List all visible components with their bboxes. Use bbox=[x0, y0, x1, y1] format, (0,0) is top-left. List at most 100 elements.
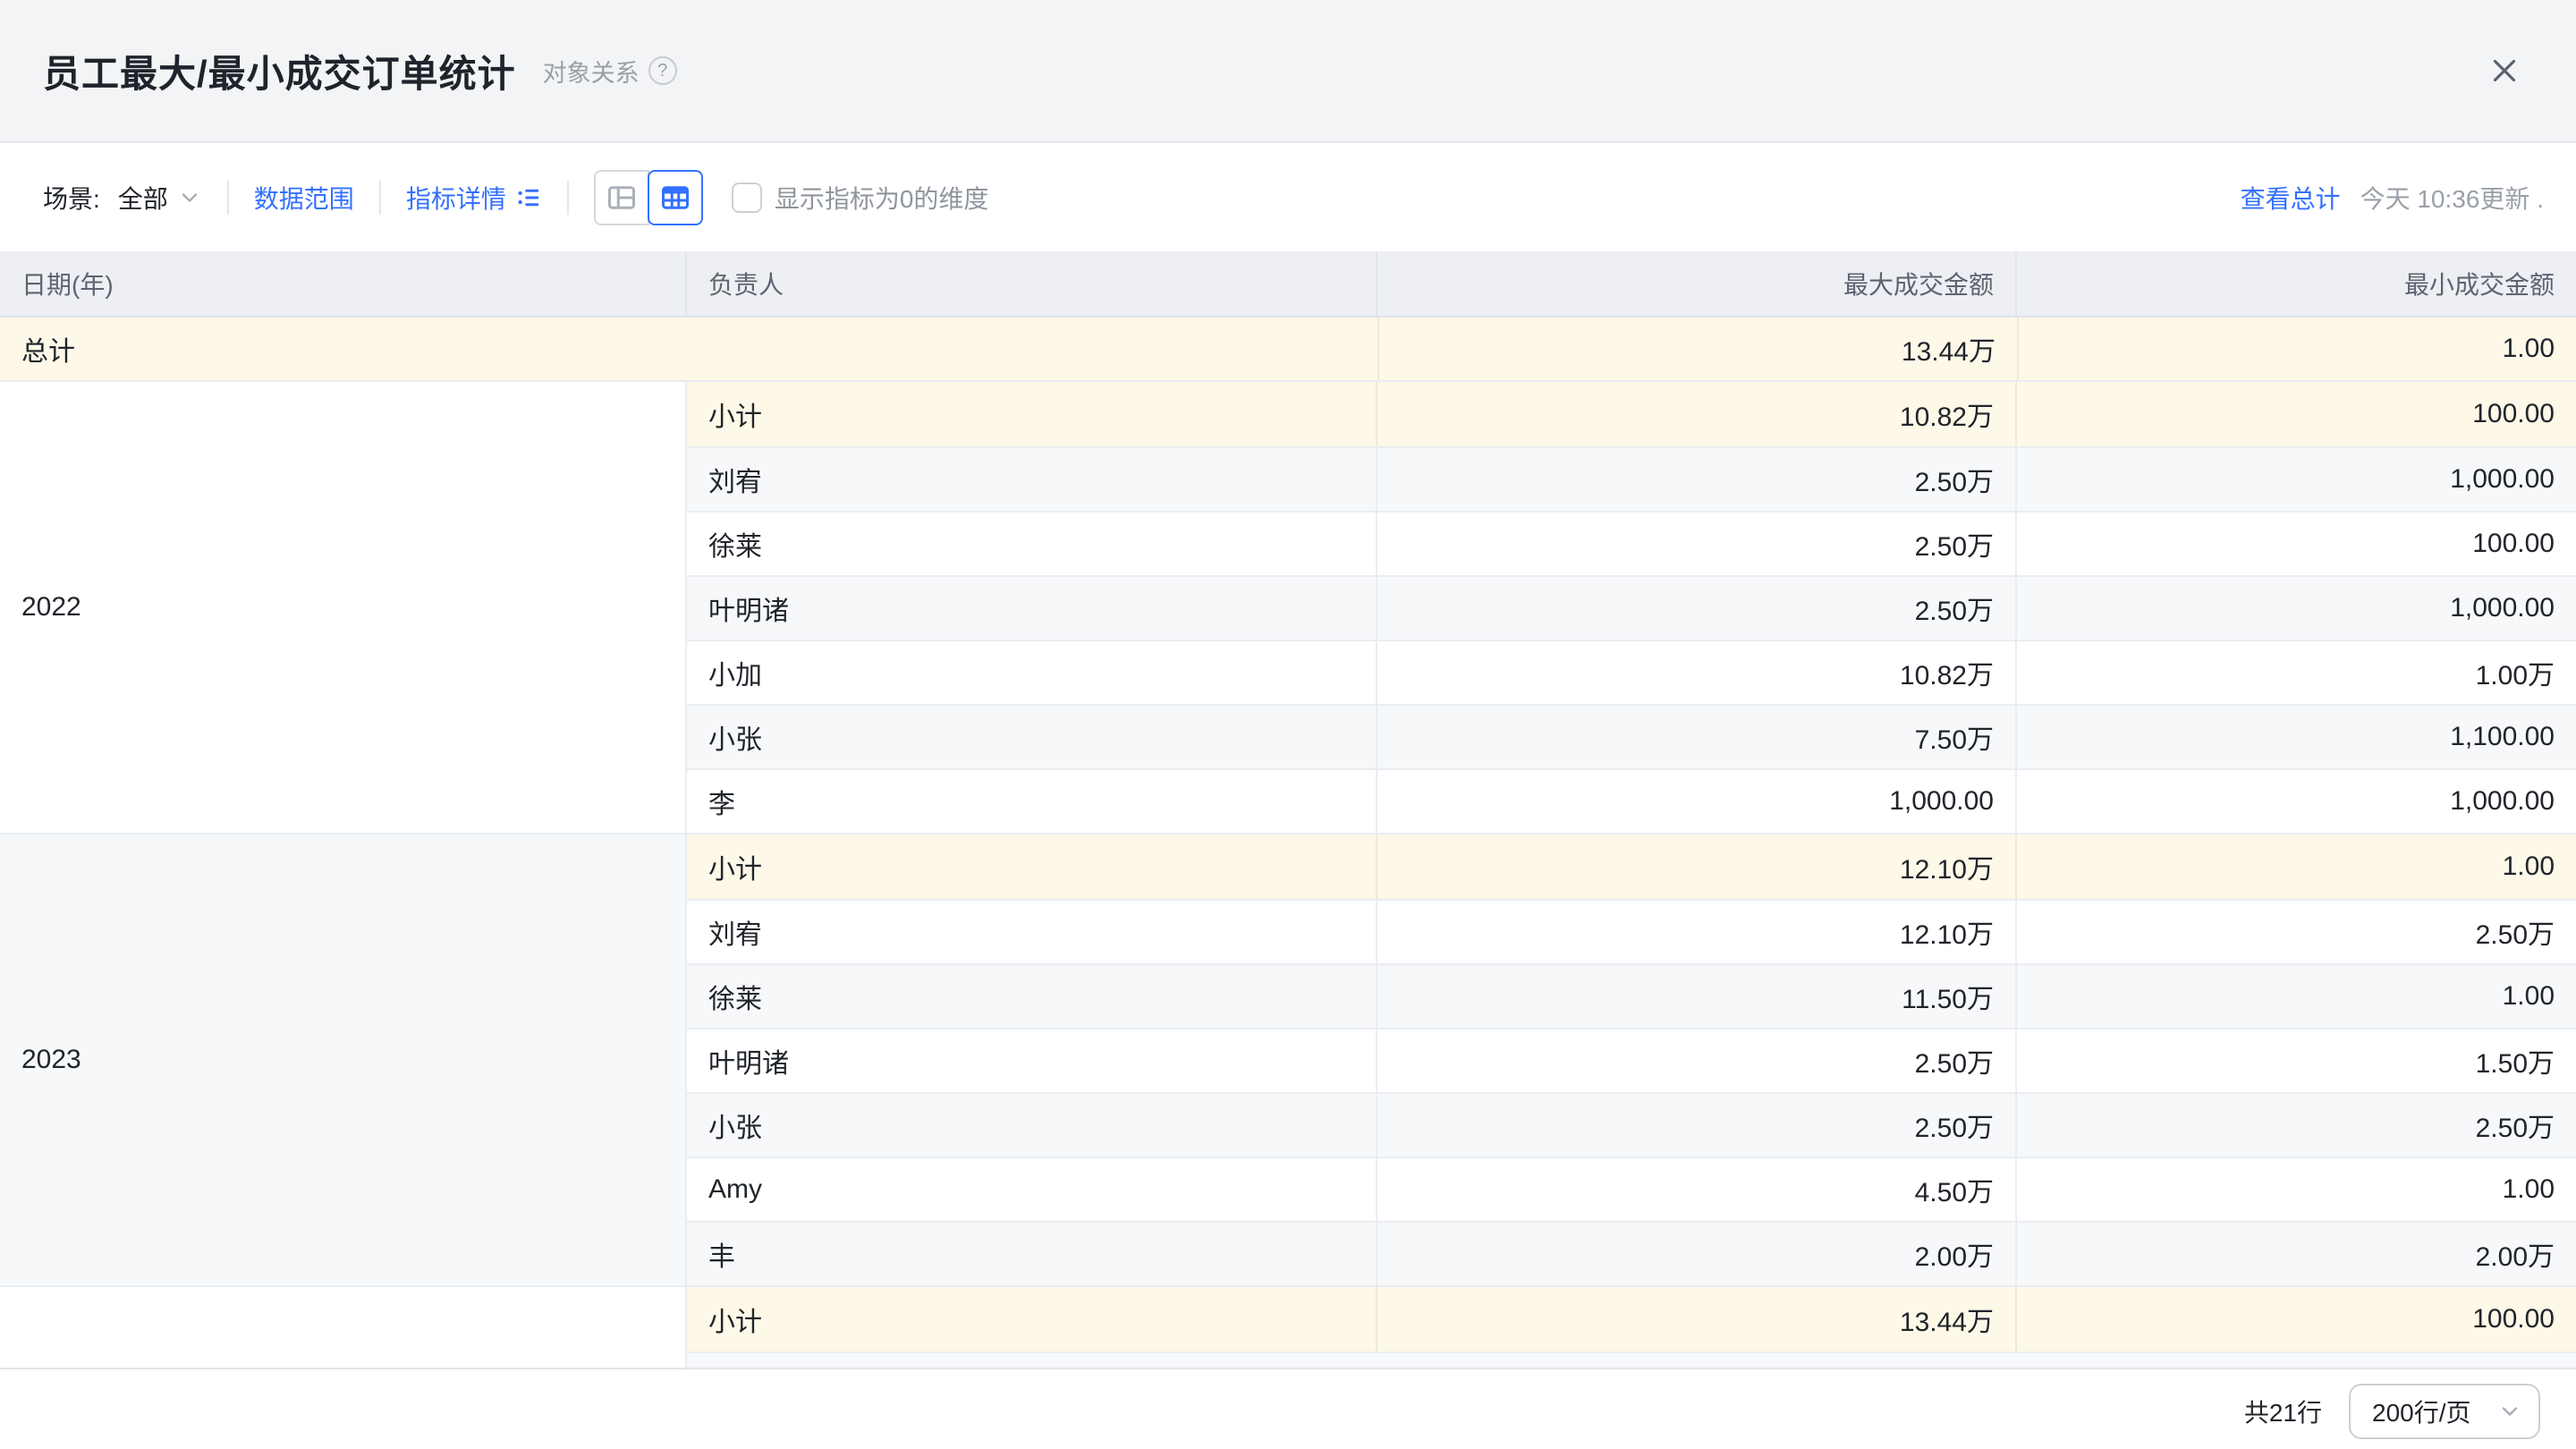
cell-min-amount: 2.50万 bbox=[2015, 901, 2576, 963]
row-count: 共21行 bbox=[2243, 1398, 2322, 1427]
table-row[interactable]: 刘宥 2.50万 1,000.00 bbox=[687, 446, 2576, 511]
table-row[interactable]: 刘宥 12.10万 2.50万 bbox=[687, 899, 2576, 963]
subtotal-row[interactable]: 小计 12.10万 1.00 bbox=[687, 835, 2576, 899]
show-zero-checkbox[interactable] bbox=[731, 182, 762, 213]
table-row[interactable]: 徐莱 2.50万 100.00 bbox=[687, 511, 2576, 575]
cell-min-amount: 1.00万 bbox=[2015, 641, 2576, 704]
cell-owner: 小张 bbox=[708, 725, 762, 755]
close-icon[interactable] bbox=[2483, 49, 2526, 92]
grand-total-row[interactable]: 总计 13.44万 1.00 bbox=[0, 318, 2576, 382]
toolbar-divider bbox=[378, 180, 381, 215]
year-group: 2023 小计 12.10万 1.00 刘宥 12.10万 2.50万 徐莱 11.50万 1.0… bbox=[0, 835, 2576, 1287]
show-zero-label: 显示指标为0的维度 bbox=[774, 184, 989, 213]
cell-min-amount: 1.50万 bbox=[2015, 1030, 2576, 1092]
table-row[interactable]: 小张 2.50万 2.50万 bbox=[687, 1092, 2576, 1157]
table-groups: 2022 小计 10.82万 100.00 刘宥 2.50万 1,000.00 徐莱 2.50万… bbox=[0, 382, 2576, 1368]
cell-min-amount: 100.00 bbox=[2015, 382, 2576, 446]
cell-min-amount: 1,000.00 bbox=[2015, 770, 2576, 833]
year-cell bbox=[0, 1287, 687, 1368]
column-header-min: 最小成交金额 bbox=[2403, 271, 2555, 299]
subtotal-row[interactable]: 小计 10.82万 100.00 bbox=[687, 382, 2576, 446]
metric-detail-label: 指标详情 bbox=[405, 184, 506, 213]
cell-min-amount: 1.00 bbox=[2015, 965, 2576, 1028]
table-row[interactable]: 小张 7.50万 1,100.00 bbox=[687, 704, 2576, 768]
cell-min-amount: 100.00 bbox=[2015, 513, 2576, 575]
year-cell: 2022 bbox=[0, 382, 687, 833]
column-header-owner: 负责人 bbox=[687, 251, 1377, 316]
subtotal-row[interactable]: 小计 13.44万 100.00 bbox=[687, 1287, 2576, 1352]
updated-text: 今天 10:36更新 . bbox=[2360, 184, 2544, 213]
list-icon bbox=[515, 184, 542, 211]
toolbar: 场景: 全部 数据范围 指标详情 bbox=[0, 143, 2576, 251]
cell-min-amount: 1,100.00 bbox=[2015, 706, 2576, 768]
year-label: 2022 bbox=[21, 592, 81, 622]
view-total-link[interactable]: 查看总计 bbox=[2240, 184, 2341, 213]
relation-wrap: 对象关系 ? bbox=[543, 54, 677, 89]
year-label: 2023 bbox=[21, 1045, 81, 1074]
cell-owner: 刘宥 bbox=[708, 468, 762, 497]
table-row[interactable]: Amy 4.50万 1.00 bbox=[687, 1157, 2576, 1221]
chevron-down-icon bbox=[2497, 1399, 2522, 1424]
cell-max-amount: 7.50万 bbox=[1376, 706, 2015, 768]
table-row[interactable]: 徐莱 11.50万 1.00 bbox=[687, 963, 2576, 1028]
data-range-button[interactable]: 数据范围 bbox=[253, 184, 354, 213]
grand-total-min: 1.00 bbox=[2017, 318, 2576, 380]
grand-total-max: 13.44万 bbox=[1377, 318, 2017, 380]
view-toggle-group bbox=[593, 169, 703, 225]
cell-max-amount: 2.50万 bbox=[1376, 1030, 2015, 1092]
cell-min-amount: 1,000.00 bbox=[2015, 448, 2576, 511]
scene-select[interactable]: 全部 bbox=[117, 184, 168, 213]
table-header: 日期(年) 负责人 最大成交金额 最小成交金额 bbox=[0, 251, 2576, 318]
table-row[interactable]: 小加 10.82万 1.00万 bbox=[687, 640, 2576, 704]
page-size-dropdown[interactable]: 200行/页 bbox=[2349, 1383, 2540, 1439]
toolbar-divider bbox=[566, 180, 569, 215]
cell-owner: Amy bbox=[708, 1174, 762, 1204]
cell-owner: 刘宥 bbox=[708, 920, 762, 950]
cell-max-amount: 2.50万 bbox=[1376, 448, 2015, 511]
year-group: 2022 小计 10.82万 100.00 刘宥 2.50万 1,000.00 徐莱 2.50万… bbox=[0, 382, 2576, 835]
cell-min-amount: 1.00 bbox=[2015, 835, 2576, 899]
cell-max-amount: 12.10万 bbox=[1376, 835, 2015, 899]
table-row[interactable]: 丰 2.00万 2.00万 bbox=[687, 1221, 2576, 1285]
metric-detail-button[interactable]: 指标详情 bbox=[406, 180, 542, 216]
cell-owner: 徐莱 bbox=[708, 985, 762, 1014]
cell-owner: 叶明诸 bbox=[708, 1049, 789, 1079]
cell-max-amount: 11.50万 bbox=[1376, 965, 2015, 1028]
cell-owner: 小加 bbox=[708, 661, 762, 691]
cell-max-amount: 2.50万 bbox=[1376, 577, 2015, 640]
table-row[interactable]: 叶明诸 2.50万 1.50万 bbox=[687, 1028, 2576, 1092]
cell-subtotal-label: 小计 bbox=[708, 402, 762, 432]
scene-label: 场景: bbox=[43, 184, 100, 213]
cell-owner: 徐莱 bbox=[708, 532, 762, 562]
help-icon[interactable]: ? bbox=[648, 56, 677, 85]
column-header-max: 最大成交金额 bbox=[1377, 251, 2017, 316]
page-size-value: 200行/页 bbox=[2372, 1398, 2471, 1427]
table-row[interactable]: 李 1,000.00 1,000.00 bbox=[687, 768, 2576, 833]
cell-subtotal-label: 小计 bbox=[708, 855, 762, 885]
cell-owner: 丰 bbox=[708, 1242, 735, 1272]
year-group: 小计 13.44万 100.00 bbox=[0, 1287, 2576, 1368]
show-zero-wrap: 显示指标为0的维度 bbox=[731, 180, 989, 216]
title-bar: 员工最大/最小成交订单统计 对象关系 ? bbox=[0, 0, 2576, 143]
cell-max-amount: 13.44万 bbox=[1376, 1287, 2015, 1352]
chevron-down-icon[interactable] bbox=[177, 185, 202, 210]
cell-max-amount: 2.50万 bbox=[1376, 1094, 2015, 1157]
cell-owner: 李 bbox=[708, 790, 735, 819]
toolbar-divider bbox=[226, 180, 229, 215]
year-cell: 2023 bbox=[0, 835, 687, 1285]
cell-max-amount: 4.50万 bbox=[1376, 1158, 2015, 1221]
group-rows: 小计 12.10万 1.00 刘宥 12.10万 2.50万 徐莱 11.50万 1.00 叶明诸… bbox=[687, 835, 2576, 1285]
cell-min-amount: 2.50万 bbox=[2015, 1094, 2576, 1157]
pivot-view-toggle[interactable] bbox=[593, 169, 649, 225]
group-rows: 小计 10.82万 100.00 刘宥 2.50万 1,000.00 徐莱 2.50万 100.… bbox=[687, 382, 2576, 833]
cell-owner: 叶明诸 bbox=[708, 597, 789, 626]
table-row[interactable]: 叶明诸 2.50万 1,000.00 bbox=[687, 575, 2576, 640]
table-view-toggle[interactable] bbox=[647, 169, 703, 225]
cell-min-amount: 2.00万 bbox=[2015, 1223, 2576, 1285]
cell-max-amount: 2.50万 bbox=[1376, 513, 2015, 575]
page-title: 员工最大/最小成交订单统计 bbox=[43, 52, 516, 95]
cell-min-amount: 1,000.00 bbox=[2015, 577, 2576, 640]
cell-max-amount: 12.10万 bbox=[1376, 901, 2015, 963]
relation-label: 对象关系 bbox=[542, 59, 640, 87]
grand-total-label: 总计 bbox=[21, 337, 75, 367]
